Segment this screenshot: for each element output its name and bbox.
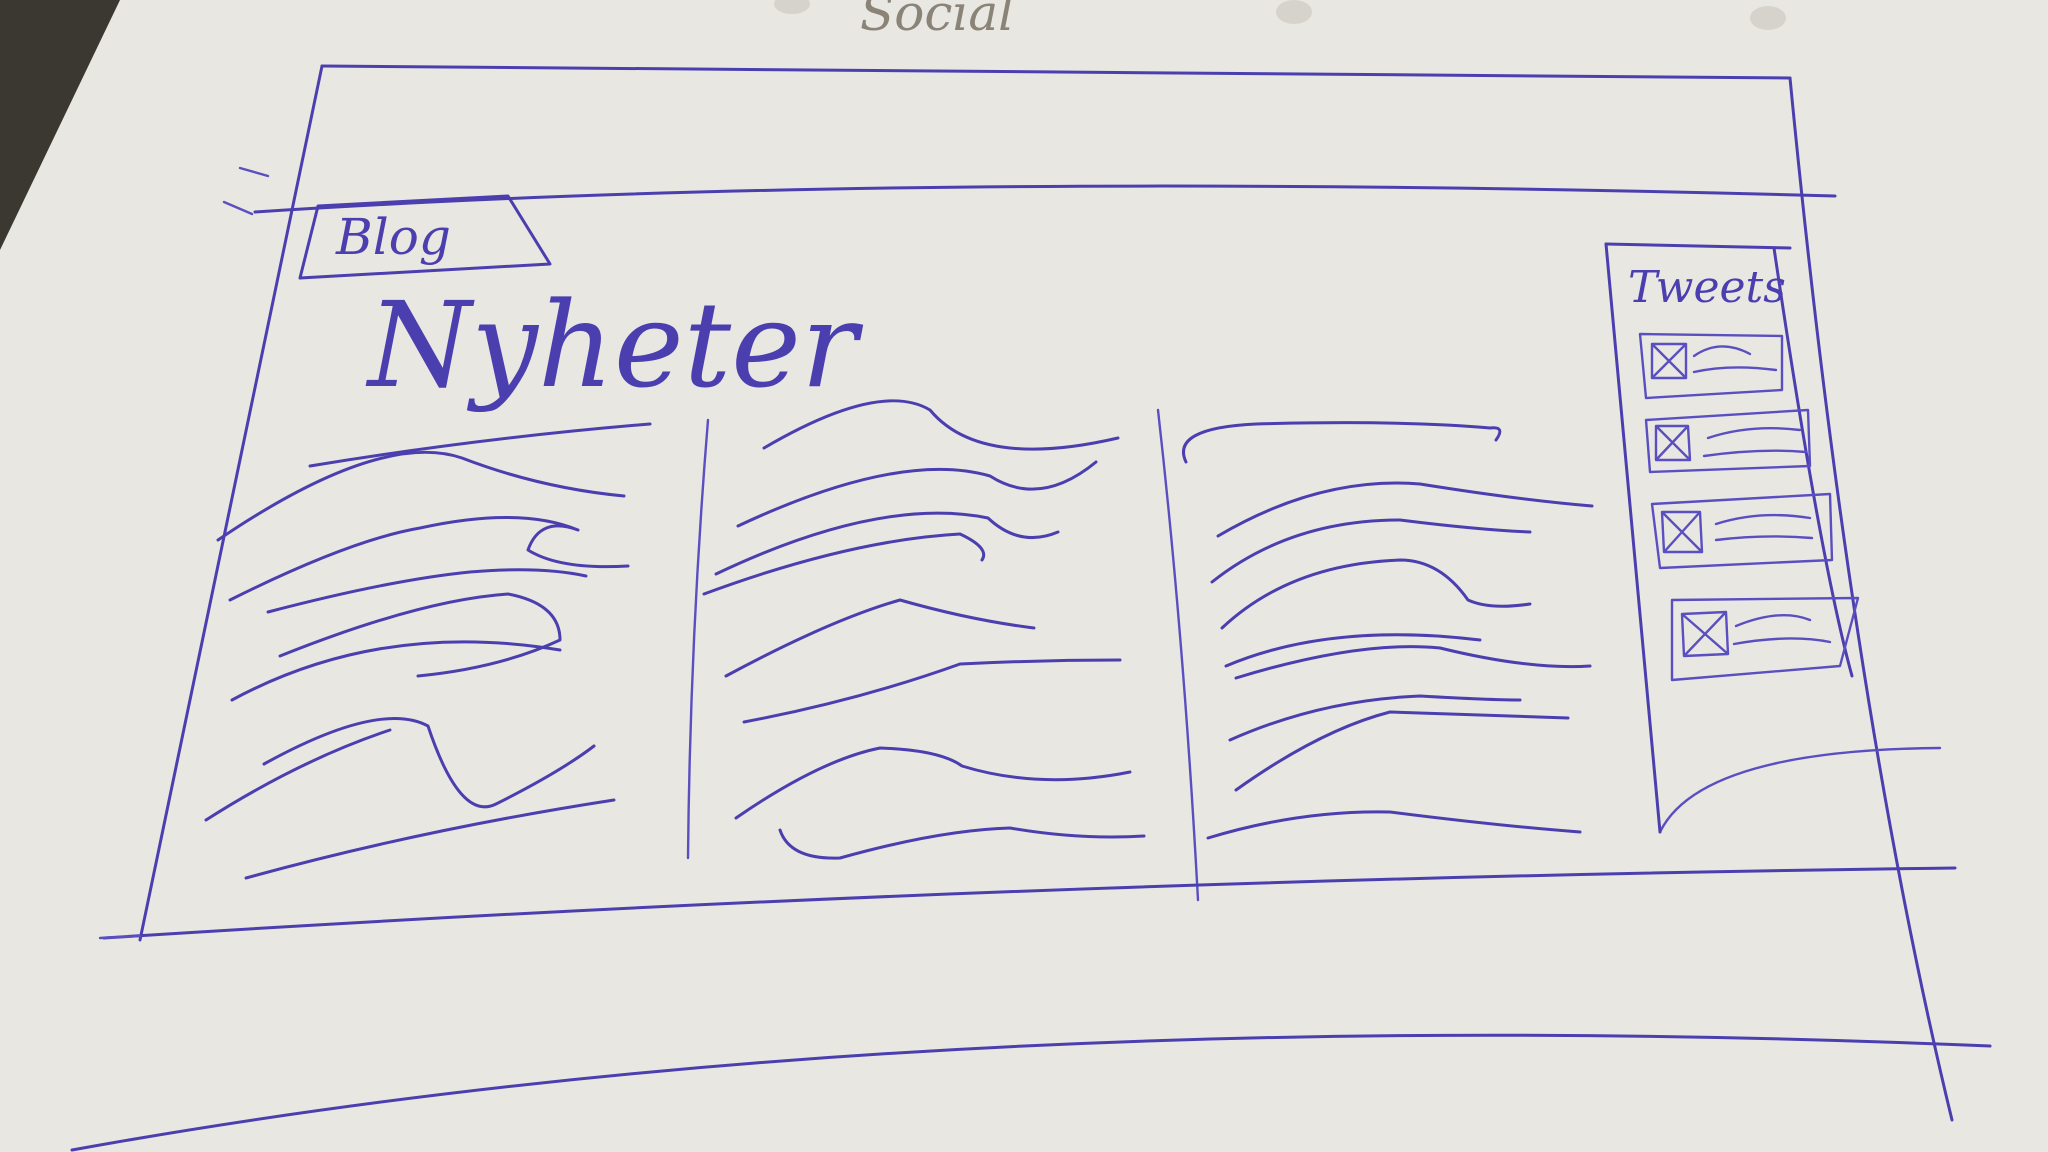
blog-logo: Blog	[298, 194, 552, 280]
content-bottom-line	[102, 866, 1957, 940]
sidebar-title: Tweets	[1628, 262, 1786, 313]
margin-mark	[98, 934, 142, 940]
tweet-item	[1650, 492, 1834, 570]
punch-hole	[774, 0, 810, 14]
column-dividers	[686, 408, 1200, 902]
tweets-sidebar: Tweets	[1604, 242, 1860, 834]
punch-hole	[1276, 0, 1312, 24]
tweet-image-placeholder-icon	[1660, 510, 1704, 554]
logo-label: Blog	[335, 208, 451, 266]
news-column-3	[1182, 421, 1594, 840]
tweet-item	[1638, 332, 1784, 400]
tweet-image-placeholder-icon	[1650, 342, 1688, 380]
news-column-2	[702, 399, 1146, 860]
news-column-1	[204, 422, 652, 880]
tweet-image-placeholder-icon	[1680, 610, 1730, 658]
punch-hole	[1750, 6, 1786, 30]
sidebar-bottom-line	[1658, 746, 1942, 834]
page-frame	[70, 64, 1992, 1152]
news-heading: Nyheter	[365, 276, 864, 414]
tweet-image-placeholder-icon	[1654, 424, 1692, 462]
tweet-item	[1670, 596, 1860, 682]
sheet-title: Social	[860, 0, 1014, 42]
tweet-item	[1644, 408, 1812, 474]
header-band	[222, 166, 1837, 216]
